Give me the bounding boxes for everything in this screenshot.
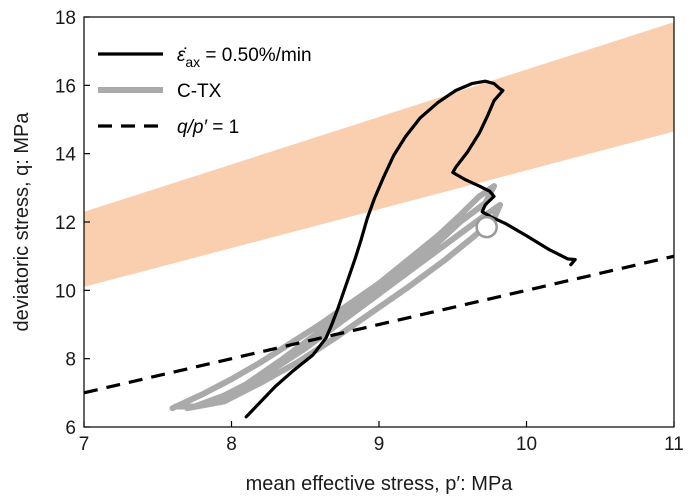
shaded-band: [84, 22, 674, 287]
x-tick-label: 9: [374, 434, 385, 455]
y-tick-label: 14: [55, 145, 77, 166]
x-tick-label: 10: [516, 434, 537, 455]
x-axis-label: mean effective stress, p′: MPa: [246, 473, 514, 495]
series-line-2: [84, 254, 674, 395]
legend-label-2: q/p′ = 1: [177, 117, 239, 138]
x-tick-label: 8: [226, 434, 237, 455]
series-layer: [84, 79, 674, 419]
legend-label-0: ε̇ax = 0.50%/min: [177, 45, 312, 70]
y-axis-label: deviatoric stress, q: MPa: [11, 112, 33, 332]
x-tick-label: 11: [664, 434, 684, 455]
y-tick-label: 16: [55, 76, 76, 97]
marker-layer: [475, 215, 498, 239]
ticks-layer: 7 8 9 10 11 6 8 10 12 14 16 18: [55, 8, 684, 455]
y-tick-label: 12: [55, 213, 76, 234]
y-tick-label: 10: [55, 281, 76, 302]
series-line-0: [244, 79, 577, 419]
y-tick-label: 8: [65, 350, 76, 371]
y-tick-label: 6: [65, 418, 76, 439]
open-circle-marker: [475, 215, 498, 239]
legend: ε̇ax = 0.50%/min C-TX q/p′ = 1: [98, 45, 312, 138]
legend-label-1: C-TX: [177, 81, 222, 102]
confidence-band-layer: [84, 22, 674, 287]
y-tick-label: 18: [55, 8, 76, 29]
series-line-1: [169, 183, 503, 412]
x-tick-label: 7: [79, 434, 90, 455]
